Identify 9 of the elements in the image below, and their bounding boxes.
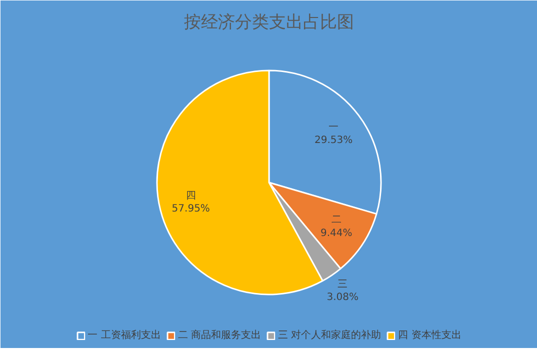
data-label: 二 9.44% bbox=[320, 214, 352, 239]
data-label: 三 3.08% bbox=[326, 278, 358, 304]
chart-title: 按经济分类支出占比图 bbox=[184, 12, 354, 32]
data-label: 四 57.95% bbox=[172, 190, 210, 215]
data-label: 一 29.53% bbox=[314, 122, 353, 146]
legend-label: 三 对个人和家庭的补助 bbox=[278, 328, 382, 342]
legend-label: 一 工资福利支出 bbox=[88, 328, 161, 342]
legend-label: 二 商品和服务支出 bbox=[178, 328, 261, 342]
legend-label: 四 资本性支出 bbox=[398, 328, 462, 342]
